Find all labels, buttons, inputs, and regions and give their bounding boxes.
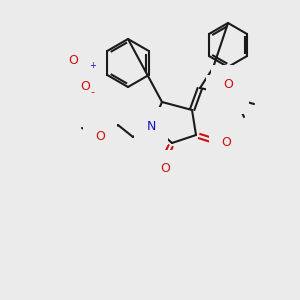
Text: N: N bbox=[82, 64, 92, 78]
Text: O: O bbox=[160, 163, 170, 176]
Text: O: O bbox=[80, 80, 90, 94]
Text: O: O bbox=[68, 55, 78, 68]
Text: O: O bbox=[223, 77, 233, 91]
Text: +: + bbox=[89, 61, 96, 70]
Text: N: N bbox=[146, 119, 156, 133]
Text: O: O bbox=[221, 136, 231, 148]
Text: O: O bbox=[95, 130, 105, 142]
Text: O: O bbox=[218, 88, 228, 100]
Text: H: H bbox=[230, 93, 238, 103]
Text: -: - bbox=[90, 87, 94, 97]
